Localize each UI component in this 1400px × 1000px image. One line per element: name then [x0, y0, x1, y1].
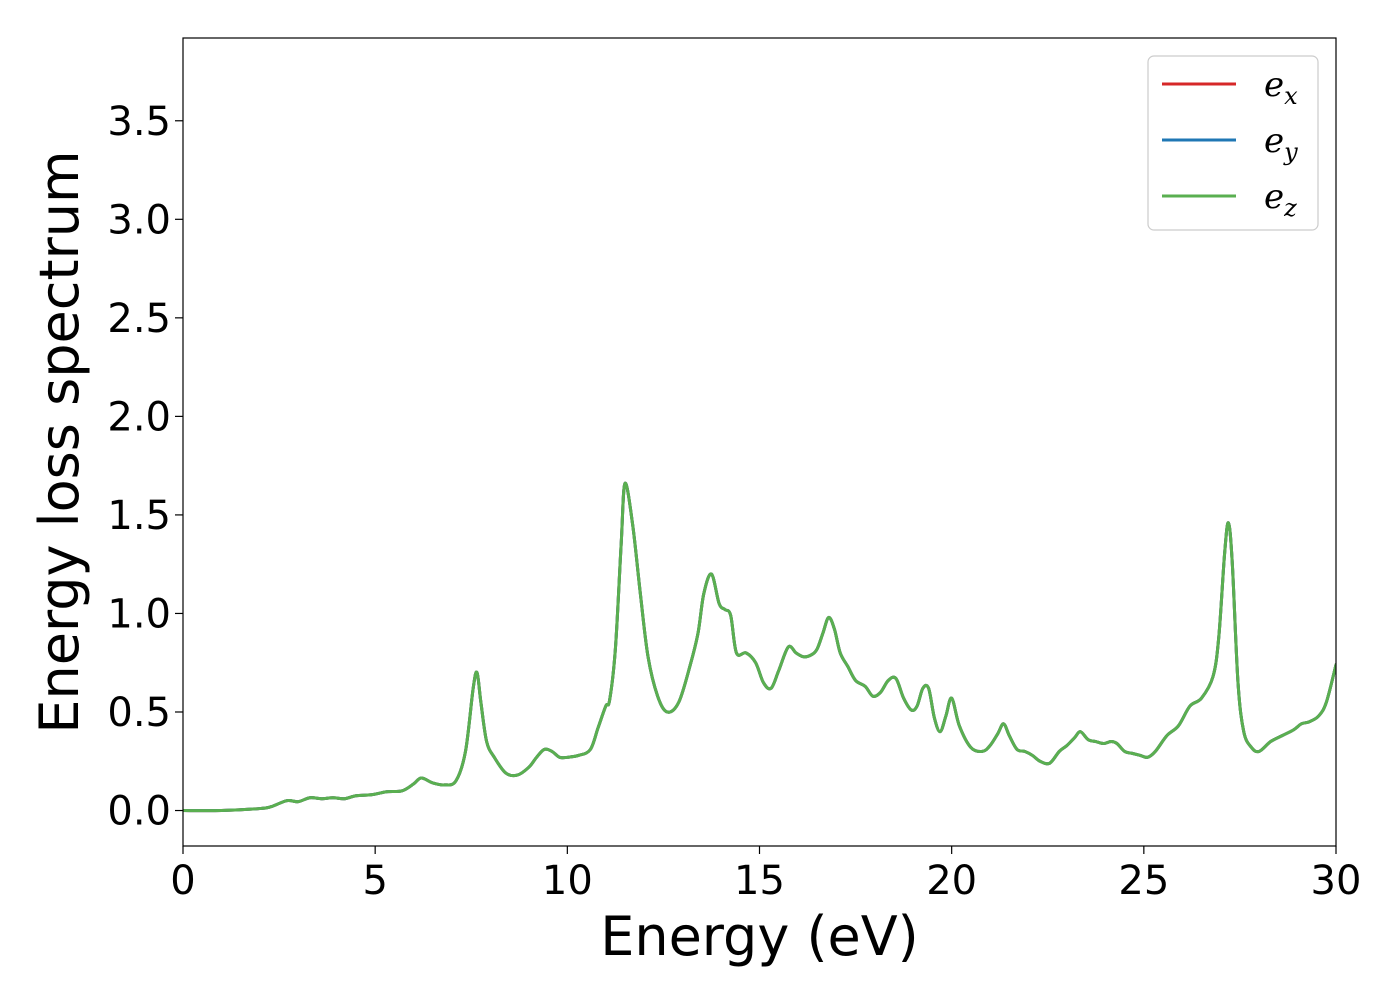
x-axis-label: Energy (eV) — [600, 905, 919, 968]
y-tick-label: 1.5 — [107, 493, 171, 539]
x-tick-label: 10 — [542, 858, 593, 904]
x-tick-label: 30 — [1311, 858, 1362, 904]
x-tick-label: 5 — [362, 858, 387, 904]
legend-label-x: ex — [1264, 65, 1298, 110]
x-tick-label: 25 — [1118, 858, 1169, 904]
legend: ex ey ez — [1147, 55, 1319, 231]
y-tick-label: 0.5 — [107, 690, 171, 736]
y-tick-label: 3.5 — [107, 99, 171, 145]
y-axis: 0.0 0.5 1.0 1.5 2.0 2.5 3.0 3.5 — [107, 99, 183, 835]
y-tick-label: 1.0 — [107, 591, 171, 637]
x-tick-label: 0 — [170, 858, 195, 904]
x-tick-label: 15 — [734, 858, 785, 904]
y-tick-label: 0.0 — [107, 789, 171, 835]
y-tick-label: 2.5 — [107, 296, 171, 342]
y-axis-label: Energy loss spectrum — [28, 150, 91, 733]
series-line-z — [183, 481, 1336, 813]
legend-label-y: ey — [1264, 121, 1298, 166]
legend-label-z: ez — [1264, 177, 1297, 222]
series-line-y — [183, 481, 1336, 813]
x-axis: 0 5 10 15 20 25 30 — [170, 846, 1361, 904]
legend-box — [1147, 55, 1319, 231]
series-layer — [183, 481, 1336, 813]
y-tick-label: 2.0 — [107, 394, 171, 440]
series-line-x — [183, 481, 1336, 813]
y-tick-label: 3.0 — [107, 197, 171, 243]
x-tick-label: 20 — [926, 858, 977, 904]
